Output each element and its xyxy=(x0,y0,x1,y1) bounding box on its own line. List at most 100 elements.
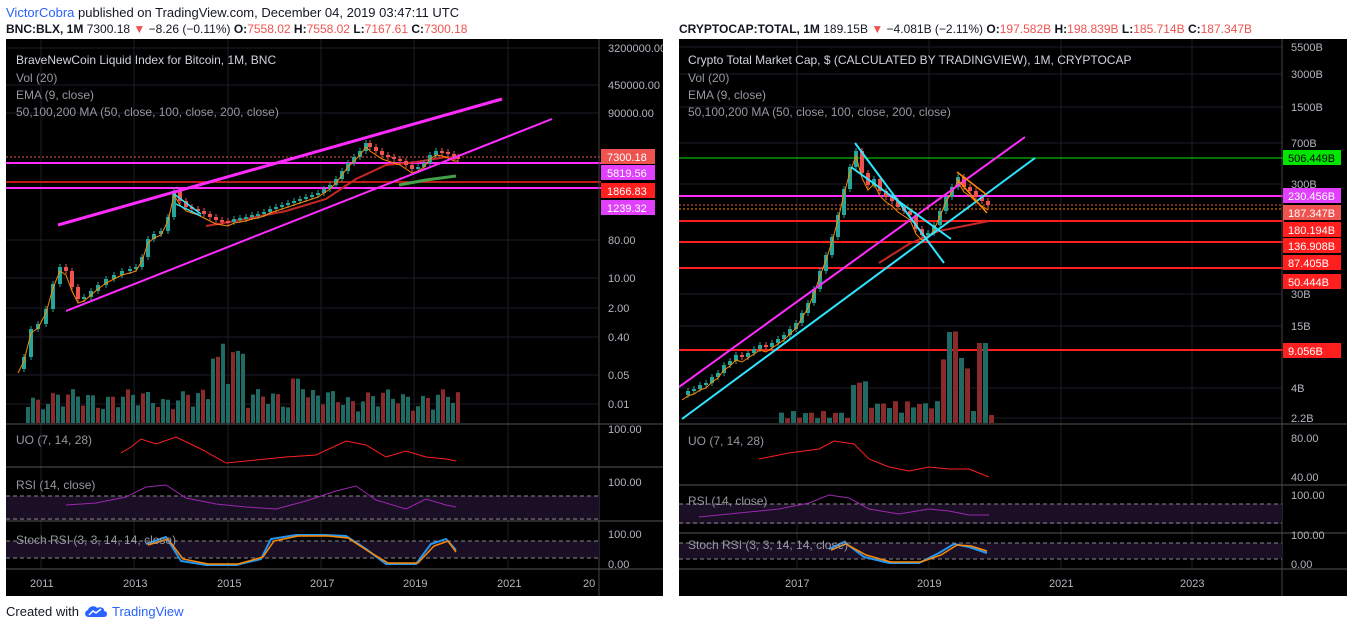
left-candle xyxy=(316,193,320,195)
left-volume-bar xyxy=(346,397,350,423)
author-link[interactable]: VictorCobra xyxy=(6,5,75,20)
left-candle xyxy=(208,214,212,217)
right-magenta-trendline[interactable] xyxy=(679,136,1026,388)
left-candle xyxy=(374,147,378,151)
right-candle xyxy=(782,335,786,339)
right-volume-bar xyxy=(839,412,844,423)
right-candle xyxy=(818,271,822,289)
left-candle xyxy=(76,287,80,299)
right-price-labels: 506.449B 230.456B 187.347B 180.194B 136.908B… xyxy=(1283,150,1341,358)
left-ma-100 xyxy=(205,155,457,227)
right-candle xyxy=(926,233,930,235)
left-volume-bar xyxy=(286,407,290,423)
left-volume-bar xyxy=(361,401,365,423)
right-volume-bar xyxy=(905,401,910,423)
left-y-axis[interactable]: 3200000.00 450000.00 90000.00 80.00 10.00 2.0… xyxy=(608,43,663,411)
left-volume-bar xyxy=(101,408,105,423)
left-y-tick: 450000.00 xyxy=(608,80,660,92)
left-volume-bar xyxy=(416,406,420,423)
right-candle xyxy=(896,201,900,207)
left-price-label: 5819.56 xyxy=(607,168,647,180)
left-open: 7558.02 xyxy=(247,22,291,36)
left-price-label: 1239.32 xyxy=(607,203,647,215)
left-volume-bar xyxy=(366,392,370,423)
left-candle xyxy=(232,219,236,222)
left-candle xyxy=(128,269,132,271)
right-volume-bar xyxy=(821,411,826,423)
right-h-label: H: xyxy=(1054,22,1068,36)
publish-info: published on TradingView.com, December 0… xyxy=(78,5,460,20)
left-symbol[interactable]: BNC:BLX, 1M xyxy=(6,22,84,36)
right-symbol[interactable]: CRYPTOCAP:TOTAL, 1M xyxy=(679,22,820,36)
left-candle xyxy=(304,197,308,199)
left-volume-bar xyxy=(386,389,390,423)
left-candle xyxy=(440,151,444,153)
right-volume-bar xyxy=(869,407,874,423)
right-volume-bar xyxy=(887,407,892,423)
right-volume-bar xyxy=(899,412,904,423)
left-stoch-tick: 100.00 xyxy=(608,529,642,541)
left-volume-bar xyxy=(406,396,410,423)
left-volume-bar xyxy=(221,343,225,423)
left-volume-bar xyxy=(186,394,190,423)
right-x-tick: 2021 xyxy=(1049,578,1073,590)
right-volume-bar xyxy=(797,417,802,423)
left-volume-bar xyxy=(211,358,215,423)
left-volume-bar xyxy=(206,399,210,423)
left-volume-bar xyxy=(181,391,185,423)
right-down-arrow-icon: ▼ xyxy=(871,22,884,36)
left-chart[interactable]: BraveNewCoin Liquid Index for Bitcoin, 1… xyxy=(6,39,663,596)
left-volume-bar xyxy=(396,403,400,423)
left-candle xyxy=(280,205,284,207)
right-candle xyxy=(698,385,702,389)
right-y-tick: 4B xyxy=(1291,383,1304,395)
left-h-label: H: xyxy=(293,22,307,36)
left-volume-bar xyxy=(341,404,345,423)
left-lower-trendline[interactable] xyxy=(65,118,553,312)
right-candle xyxy=(938,211,942,225)
left-candle xyxy=(256,214,260,216)
right-volume-bar xyxy=(809,412,814,423)
right-chart[interactable]: Crypto Total Market Cap, $ (CALCULATED B… xyxy=(679,39,1347,596)
left-candle xyxy=(140,257,144,267)
right-price-label: 87.405B xyxy=(1288,258,1329,270)
right-y-tick: 30B xyxy=(1291,289,1311,301)
right-x-tick: 2019 xyxy=(917,578,941,590)
left-volume-bar xyxy=(26,406,30,423)
right-price-label-bg xyxy=(1283,343,1341,358)
right-volume-bar xyxy=(983,343,988,423)
right-volume-bar xyxy=(959,357,964,423)
left-x-tick: 20 xyxy=(583,578,595,590)
right-y-tick: 1500B xyxy=(1291,102,1323,114)
left-volume-bar xyxy=(261,396,265,423)
left-volume-bar xyxy=(301,389,305,423)
right-candle xyxy=(872,179,876,185)
right-candle xyxy=(830,237,834,255)
left-candle xyxy=(159,231,163,234)
right-x-axis[interactable]: 2017 2019 2021 2023 xyxy=(785,578,1204,590)
right-price-label-bg xyxy=(1283,274,1341,289)
left-candle xyxy=(422,163,426,167)
left-volume-bar xyxy=(191,406,195,423)
left-candle xyxy=(96,285,100,291)
right-uo-label: UO (7, 14, 28) xyxy=(688,434,764,448)
left-volume-bar xyxy=(226,383,230,423)
right-candle xyxy=(758,345,762,349)
tradingview-link[interactable]: TradingView xyxy=(112,604,184,619)
left-x-axis[interactable]: 2011 2013 2015 2017 2019 2021 20 xyxy=(30,578,595,590)
left-price-label-bg xyxy=(601,149,655,164)
right-volume-bar xyxy=(965,368,970,423)
left-volume-bar xyxy=(156,407,160,423)
left-candle xyxy=(386,155,390,157)
left-volume-bar xyxy=(251,394,255,423)
left-uo-label: UO (7, 14, 28) xyxy=(16,433,92,447)
right-volume-bar xyxy=(893,401,898,423)
right-volume-bar xyxy=(779,412,784,423)
left-volume-bar xyxy=(71,389,75,423)
left-candle xyxy=(58,267,62,284)
left-volume-bar xyxy=(326,392,330,423)
left-upper-trendline[interactable] xyxy=(57,97,503,227)
left-rsi-line xyxy=(65,484,457,510)
right-flag-line-2 xyxy=(956,178,988,214)
